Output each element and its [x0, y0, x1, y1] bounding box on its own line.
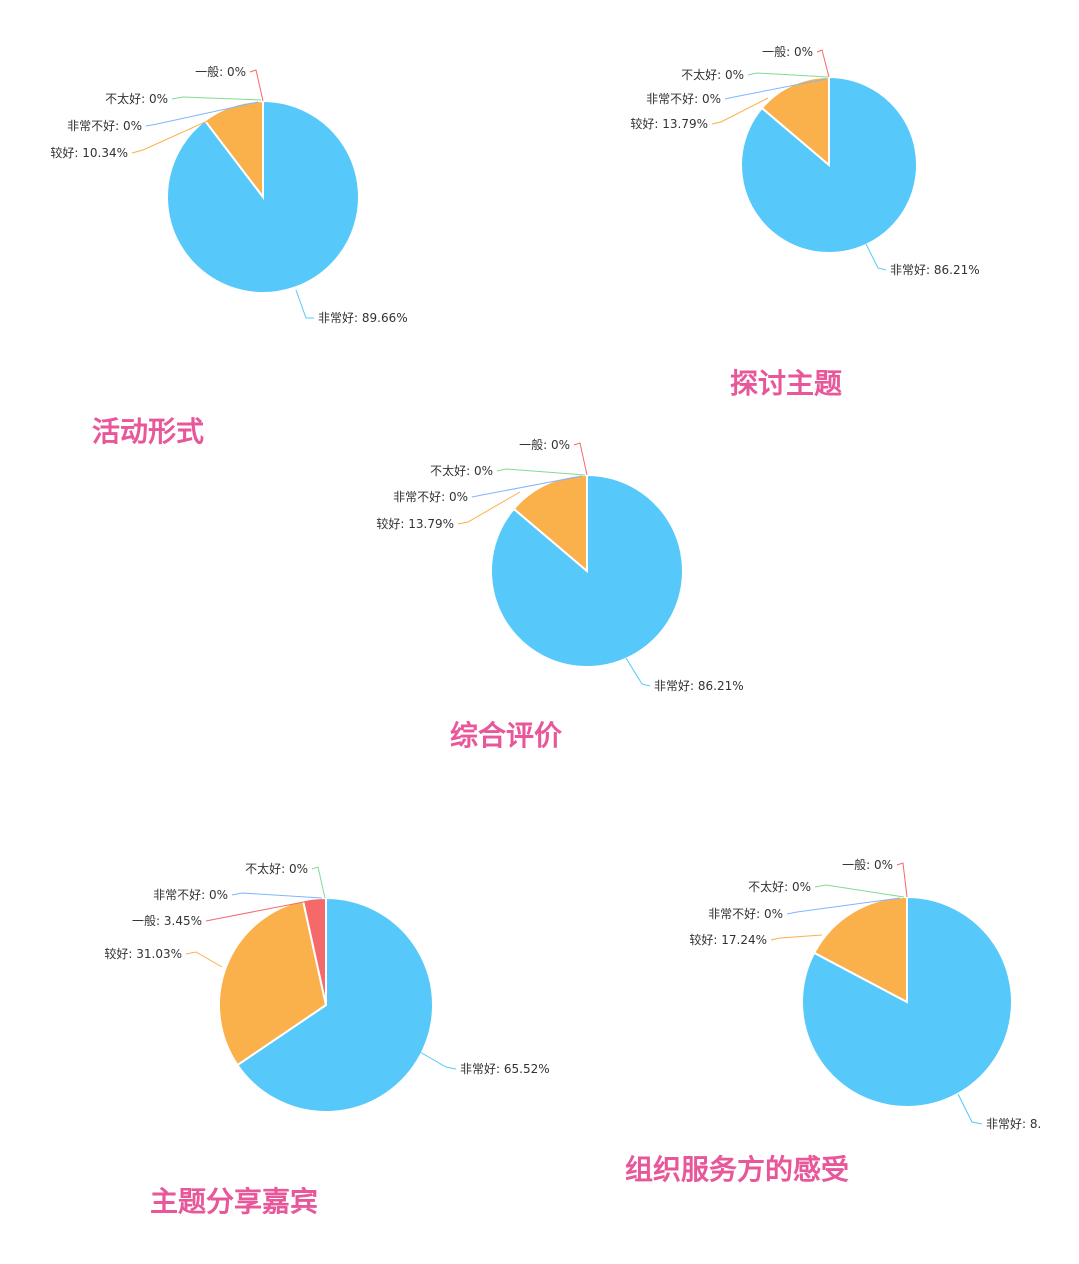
- slice-label-5-1: 非常好: 8.: [986, 1117, 1041, 1131]
- slice-label-2-1: 非常好: 86.21%: [890, 263, 980, 277]
- label-leader-4-2: [185, 951, 223, 968]
- label-leader-3-3: [471, 475, 583, 498]
- slice-label-3-5: 一般: 0%: [519, 437, 570, 452]
- pie-chart-5: 非常好: 8. 较好: 17.24% 非常不好: 0% 不太好: 0% 一般: 0%: [689, 857, 1041, 1131]
- label-leader-5-5: [896, 862, 908, 898]
- label-leader-2-5: [816, 49, 830, 78]
- slice-label-3-3: 非常不好: 0%: [393, 490, 468, 504]
- label-leader-2-1: [865, 243, 887, 271]
- label-leader-3-2: [457, 491, 521, 525]
- label-leader-1-3: [145, 101, 259, 127]
- label-leader-5-4: [814, 884, 905, 898]
- slice-label-5-5: 一般: 0%: [842, 857, 893, 872]
- slice-label-1-5: 一般: 0%: [195, 64, 246, 79]
- label-leader-4-5: [311, 866, 326, 899]
- pie-slice-4-2: [218, 899, 328, 1067]
- label-leader-1-2: [131, 117, 215, 154]
- label-leader-1-5: [249, 69, 264, 102]
- pie-slice-4-3: [301, 896, 327, 1006]
- chart-title-2: 探讨主题: [730, 367, 843, 400]
- label-leader-5-1: [957, 1093, 983, 1125]
- slice-label-4-2: 较好: 31.03%: [104, 946, 182, 961]
- pie-slice-4-1: [236, 896, 434, 1113]
- label-leader-2-3: [724, 78, 827, 100]
- chart-title-4: 主题分享嘉宾: [150, 1185, 319, 1218]
- slice-label-1-2: 较好: 10.34%: [50, 145, 128, 160]
- slice-label-2-5: 一般: 0%: [762, 44, 813, 59]
- label-leader-5-3: [786, 897, 901, 915]
- slice-label-3-2: 较好: 13.79%: [376, 516, 454, 531]
- slice-label-2-4: 不太好: 0%: [681, 67, 744, 82]
- slice-label-2-2: 较好: 13.79%: [630, 116, 708, 131]
- chart-title-1: 活动形式: [92, 415, 205, 448]
- slice-label-5-4: 不太好: 0%: [748, 879, 811, 894]
- slice-label-5-2: 较好: 17.24%: [689, 932, 767, 947]
- slice-label-3-4: 不太好: 0%: [430, 463, 493, 478]
- slice-label-1-3: 非常不好: 0%: [67, 119, 142, 133]
- slice-label-1-4: 不太好: 0%: [105, 91, 168, 106]
- pie-chart-3: 非常好: 86.21% 较好: 13.79% 非常不好: 0% 不太好: 0% 一般: …: [376, 437, 743, 693]
- chart-title-5: 组织服务方的感受: [625, 1153, 850, 1186]
- pie-chart-4: 非常好: 65.52% 较好: 31.03% 一般: 3.45% 非常不好: 0% 不太…: [104, 861, 550, 1113]
- slice-label-2-3: 非常不好: 0%: [646, 92, 721, 106]
- pie-chart-2: 非常好: 86.21% 较好: 13.79% 非常不好: 0% 不太好: 0% 一般: …: [630, 44, 979, 277]
- label-leader-1-1: [295, 289, 314, 319]
- slice-label-1-1: 非常好: 89.66%: [318, 311, 408, 325]
- chart-title-3: 综合评价: [450, 719, 563, 752]
- label-leader-3-4: [496, 468, 586, 476]
- label-leader-3-5: [573, 442, 588, 476]
- label-leader-2-4: [747, 72, 829, 78]
- slice-label-4-4: 非常不好: 0%: [153, 888, 228, 902]
- slice-label-3-1: 非常好: 86.21%: [654, 679, 744, 693]
- pie-chart-1: 非常好: 89.66% 较好: 10.34% 非常不好: 0% 不太好: 0% 一般: …: [50, 64, 407, 325]
- label-leader-4-4: [231, 892, 323, 899]
- slice-label-5-3: 非常不好: 0%: [708, 907, 783, 921]
- slice-label-4-1: 非常好: 65.52%: [460, 1062, 550, 1076]
- label-leader-1-4: [171, 96, 262, 101]
- label-leader-3-1: [625, 657, 651, 687]
- label-leader-2-2: [711, 97, 769, 125]
- pie-slice-5-2: [812, 895, 908, 1004]
- label-leader-4-1: [419, 1051, 457, 1070]
- pie-slice-5-1: [801, 895, 1013, 1108]
- label-leader-4-3: [205, 899, 315, 922]
- slice-label-4-5: 不太好: 0%: [245, 861, 308, 876]
- slice-label-4-3: 一般: 3.45%: [132, 913, 202, 928]
- label-leader-5-2: [770, 934, 823, 941]
